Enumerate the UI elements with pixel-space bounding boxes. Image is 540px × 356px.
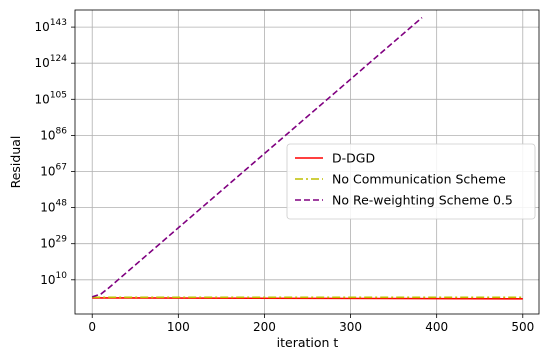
y-tick-label: 1010 — [40, 271, 67, 287]
y-tick-label: 1067 — [40, 163, 67, 179]
legend: D-DGD No Communication Scheme No Re-weight… — [286, 143, 536, 220]
x-tick-label: 0 — [88, 320, 96, 334]
legend-box — [286, 143, 536, 220]
y-axis-label: Residual — [8, 136, 23, 189]
x-tick-label: 100 — [167, 320, 190, 334]
x-tick-label: 400 — [425, 320, 448, 334]
x-tick-label: 300 — [339, 320, 362, 334]
y-tick-label: 1029 — [40, 235, 67, 251]
x-axis-label: iteration t — [277, 335, 339, 350]
series-lines — [91, 16, 523, 300]
y-tick-label: 10105 — [35, 90, 67, 106]
plot-frame — [74, 9, 540, 315]
legend-entry-label: No Re-weighting Scheme 0.5 — [332, 193, 513, 208]
x-tick-label: 500 — [511, 320, 534, 334]
y-tick-label: 10143 — [35, 18, 67, 34]
series-line-3 — [91, 16, 423, 298]
y-axis-ticks: 1010 1029 1048 1067 1086 10105 10124 10143 — [35, 18, 75, 287]
y-tick-label: 1048 — [40, 199, 67, 215]
x-tick-label: 200 — [253, 320, 276, 334]
x-axis-ticks: 0 100 200 300 400 500 — [88, 314, 534, 334]
y-tick-label: 1086 — [40, 126, 67, 142]
legend-entry-label: D-DGD — [332, 151, 375, 166]
legend-entry-label: No Communication Scheme — [332, 172, 506, 187]
y-tick-label: 10124 — [35, 54, 68, 70]
